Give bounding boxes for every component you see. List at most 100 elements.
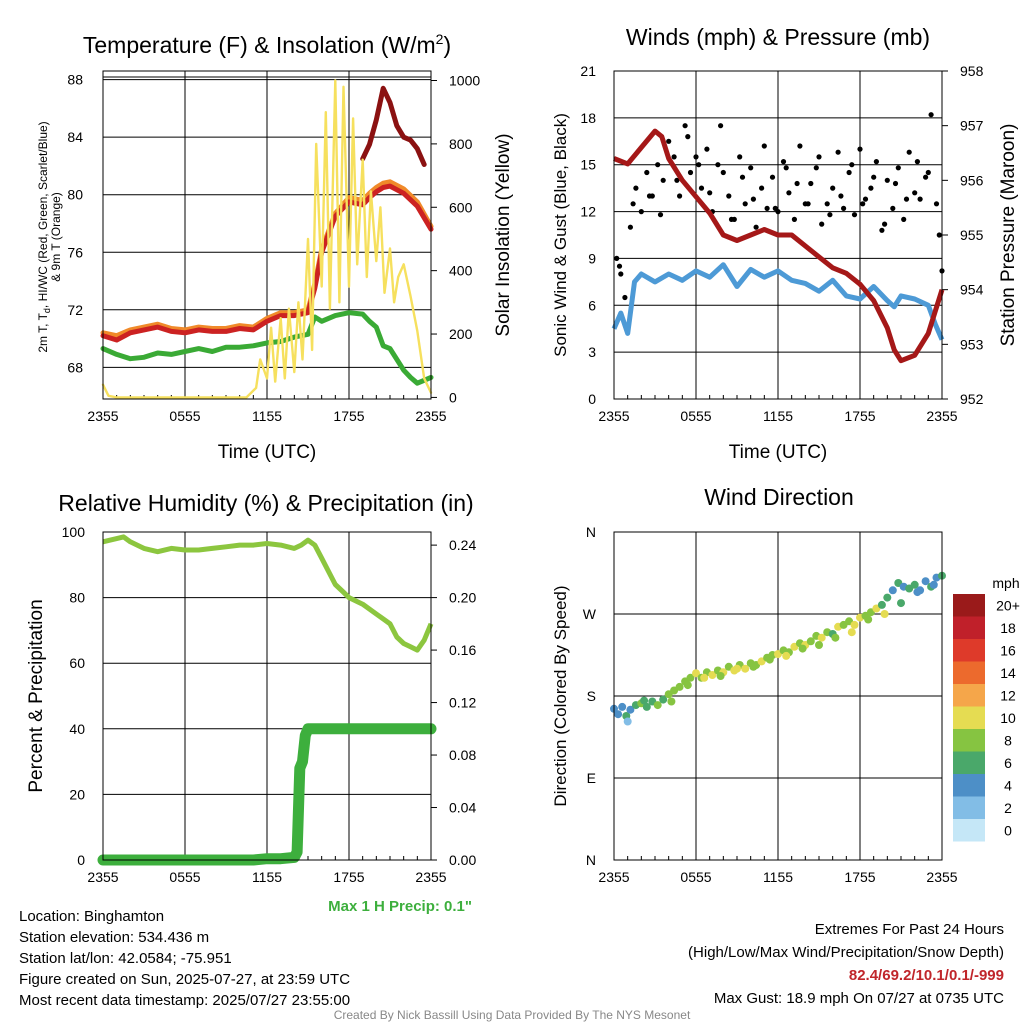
y2-tick-label: 0 (449, 389, 457, 405)
max-gust-text: Max Gust: 18.9 mph On 07/27 at 0735 UTC (713, 990, 1004, 1007)
gust-point (748, 165, 754, 171)
direction-point (642, 702, 651, 711)
x-tick-label: 2355 (598, 408, 629, 424)
max-precip-annotation: Max 1 H Precip: 0.1" (328, 898, 472, 915)
colorbar-label: 2 (1004, 800, 1012, 816)
colorbar-label: 4 (1004, 777, 1012, 793)
y2-tick-label: 600 (449, 199, 473, 215)
y2-tick-label: 955 (960, 227, 984, 243)
y-tick-label: 3 (588, 344, 596, 360)
x-tick-label: 2355 (87, 869, 118, 885)
gust-point (797, 143, 803, 149)
y2-tick-label: 0.00 (449, 852, 476, 868)
colorbar-swatch (953, 706, 985, 729)
gust-point (933, 201, 940, 207)
direction-point (733, 664, 741, 673)
recent-data-text: Most recent data timestamp: 2025/07/27 2… (19, 992, 351, 1009)
y-tick-label: 12 (580, 204, 596, 220)
y2-tick-label: 0.08 (449, 747, 476, 763)
colorbar-unit: mph (992, 575, 1019, 591)
sonic-wind-line (611, 262, 945, 341)
y-tick-label: 84 (67, 129, 83, 145)
gust-point (622, 294, 628, 301)
y2-tick-label: 800 (449, 136, 473, 152)
gust-point (928, 112, 934, 118)
created-text: Figure created on Sun, 2025-07-27, at 23… (19, 971, 351, 988)
title-close: ) (443, 32, 451, 58)
direction-point (741, 664, 750, 673)
speed-colorbar: mph 20+ 18 16 14 12 10 8 6 4 2 0 (953, 575, 1020, 842)
direction-point (883, 593, 892, 602)
direction-point (877, 600, 886, 609)
y2-tick-label: 400 (449, 263, 473, 279)
temperature-y2label: Solar Insolation (Yellow) (493, 133, 514, 336)
gust-point (923, 174, 929, 180)
x-tick-label: 0555 (680, 408, 711, 424)
temperature-ylabel-line2: & 9m T (Orange) (49, 192, 63, 282)
gust-point (873, 159, 880, 165)
direction-point (910, 580, 919, 589)
gust-point (646, 193, 653, 199)
y-tick-label: 80 (69, 590, 85, 606)
direction-point (659, 695, 668, 704)
direction-point (880, 610, 889, 618)
gust-point (720, 169, 726, 176)
gust-point (816, 154, 822, 160)
plot-frame (102, 70, 432, 400)
direction-point (850, 620, 859, 629)
y-tick-label: 15 (580, 157, 596, 173)
y-tick-label: N (586, 524, 596, 540)
y-tick-label: 21 (580, 63, 596, 79)
x-tick-label: 2355 (415, 408, 446, 424)
gust-point (674, 177, 680, 183)
gust-point (753, 224, 759, 230)
y2-tick-label: 953 (960, 336, 984, 352)
gust-point (657, 212, 664, 218)
plot-frame (613, 531, 943, 861)
direction-point (847, 628, 856, 637)
x-tick-label: 1155 (763, 869, 793, 885)
gust-point (936, 232, 942, 238)
x-tick-label: 1755 (333, 869, 364, 885)
gust-point (838, 193, 844, 199)
colorbar-label: 12 (1000, 687, 1016, 703)
gust-point (718, 123, 724, 129)
y-tick-label: N (586, 852, 596, 868)
y2-tick-label: 957 (960, 118, 984, 134)
direction-point (817, 633, 826, 642)
gust-point (846, 169, 852, 176)
gust-point (671, 154, 677, 160)
gust-point (693, 154, 699, 160)
gust-point (614, 255, 620, 261)
gust-point (879, 227, 885, 233)
winds-ylabel: Sonic Wind & Gust (Blue, Black) (551, 113, 570, 357)
title-superscript: 2 (436, 31, 444, 47)
x-tick-label: 2355 (598, 869, 629, 885)
gust-point (682, 123, 688, 129)
direction-point (921, 577, 930, 586)
direction-point (626, 705, 635, 714)
colorbar-label: 8 (1004, 732, 1012, 748)
y-tick-label: 40 (69, 721, 85, 737)
y-tick-label: 0 (588, 391, 596, 407)
gust-point (696, 162, 702, 168)
x-tick-label: 1155 (252, 408, 282, 424)
gust-point (925, 169, 931, 176)
gust-point (871, 174, 877, 180)
gust-point (677, 193, 683, 199)
gust-point (728, 216, 735, 222)
gust-point (884, 177, 890, 183)
direction-point (686, 673, 695, 682)
x-tick-label: 2355 (926, 408, 957, 424)
gust-point (791, 216, 798, 222)
winds-y2label: Station Pressure (Maroon) (998, 124, 1019, 347)
colorbar-swatch (953, 661, 985, 684)
winds-panel: Winds (mph) & Pressure (mb) Sonic Wind &… (551, 24, 1019, 463)
gust-point (759, 185, 765, 191)
y-tick-label: 60 (69, 655, 85, 671)
humidity-ylabel: Percent & Precipitation (26, 599, 47, 792)
colorbar-swatch (953, 796, 985, 819)
ylabel-part: 2m T, T (36, 312, 50, 352)
colorbar-swatch (953, 684, 985, 707)
